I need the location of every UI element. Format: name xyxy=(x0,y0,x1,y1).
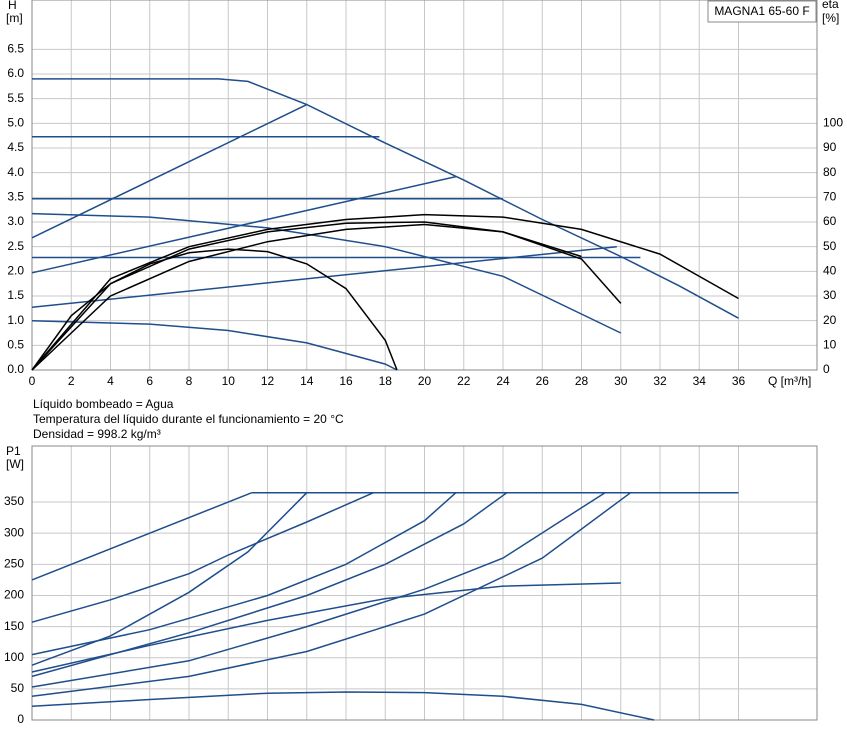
x-tick-label: 10 xyxy=(222,374,236,388)
y-axis-label: P1 xyxy=(6,444,21,458)
y2-tick-label: 60 xyxy=(823,214,837,228)
curve xyxy=(31,492,632,698)
y2-tick-label: 50 xyxy=(823,239,837,253)
x-tick-label: 18 xyxy=(379,374,393,388)
x-tick-label: 0 xyxy=(29,374,36,388)
y-axis-unit: [m] xyxy=(6,11,23,25)
y-tick-label: 3.5 xyxy=(7,190,24,204)
curve xyxy=(31,221,622,371)
curve xyxy=(32,78,739,319)
y-tick-label: 5.0 xyxy=(7,116,24,130)
x-tick-label: 14 xyxy=(300,374,314,388)
annotation: Líquido bombeado = Agua xyxy=(33,397,174,411)
y2-axis-unit: [%] xyxy=(822,11,839,25)
x-tick-label: 20 xyxy=(418,374,432,388)
y2-tick-label: 20 xyxy=(823,313,837,327)
x-tick-label: 28 xyxy=(575,374,589,388)
y-tick-label: 4.0 xyxy=(7,165,24,179)
x-tick-label: 32 xyxy=(653,374,667,388)
y-tick-label: 5.5 xyxy=(7,91,24,105)
y2-tick-label: 30 xyxy=(823,288,837,302)
legend-box xyxy=(707,0,817,23)
curve xyxy=(31,223,582,371)
annotation: Densidad = 998.2 kg/m³ xyxy=(33,427,161,441)
curve xyxy=(31,492,457,656)
x-tick-label: 2 xyxy=(68,374,75,388)
y-tick-label: 300 xyxy=(4,525,24,539)
y-tick-label: 1.0 xyxy=(7,313,24,327)
x-tick-label: 8 xyxy=(186,374,193,388)
y-tick-label: 1.5 xyxy=(7,288,24,302)
x-tick-label: 16 xyxy=(339,374,353,388)
curve xyxy=(31,213,739,371)
y-tick-label: 4.5 xyxy=(7,140,24,154)
y2-tick-label: 10 xyxy=(823,338,837,352)
y-tick-label: 6.5 xyxy=(7,42,24,56)
curve xyxy=(31,245,617,309)
y-tick-label: 250 xyxy=(4,556,24,570)
x-tick-label: 30 xyxy=(614,374,628,388)
x-tick-label: 34 xyxy=(693,374,707,388)
y-tick-label: 100 xyxy=(4,650,24,664)
curve xyxy=(31,492,508,678)
y-tick-label: 6.0 xyxy=(7,66,24,80)
y-tick-label: 350 xyxy=(4,494,24,508)
y2-axis-label: eta xyxy=(822,0,839,11)
x-tick-label: 26 xyxy=(536,374,550,388)
y2-tick-label: 90 xyxy=(823,140,837,154)
y2-tick-label: 80 xyxy=(823,165,837,179)
y-tick-label: 0.5 xyxy=(7,338,24,352)
curve xyxy=(31,319,398,371)
y-tick-label: 0.0 xyxy=(7,362,24,376)
x-tick-label: 6 xyxy=(146,374,153,388)
curve xyxy=(31,248,398,371)
y-tick-label: 150 xyxy=(4,619,24,633)
plot-frame xyxy=(31,0,818,371)
curve xyxy=(31,175,457,274)
x-tick-label: 24 xyxy=(496,374,510,388)
plot-frame xyxy=(31,445,818,721)
y-tick-label: 3.0 xyxy=(7,214,24,228)
y2-tick-label: 70 xyxy=(823,190,837,204)
y-tick-label: 0 xyxy=(17,712,24,726)
curve xyxy=(31,103,308,239)
x-tick-label: 4 xyxy=(107,374,114,388)
x-tick-label: 36 xyxy=(732,374,746,388)
y-axis-label: H xyxy=(8,0,17,12)
curve xyxy=(31,582,621,673)
curve xyxy=(31,492,606,688)
y2-tick-label: 100 xyxy=(823,116,843,130)
curve xyxy=(31,691,655,721)
x-tick-label: 22 xyxy=(457,374,471,388)
curve xyxy=(31,492,308,666)
x-axis-label: Q [m³/h] xyxy=(768,374,811,388)
y2-tick-label: 0 xyxy=(823,362,830,376)
annotation: Temperatura del líquido durante el funci… xyxy=(33,412,344,426)
y-tick-label: 2.0 xyxy=(7,264,24,278)
curve xyxy=(31,492,253,581)
y-tick-label: 200 xyxy=(4,588,24,602)
x-tick-label: 12 xyxy=(261,374,275,388)
curve xyxy=(31,212,622,334)
chart-title: MAGNA1 65-60 F xyxy=(714,4,809,18)
y-tick-label: 50 xyxy=(11,681,25,695)
y2-tick-label: 40 xyxy=(823,264,837,278)
curve xyxy=(31,492,374,623)
y-tick-label: 2.5 xyxy=(7,239,24,253)
y-axis-unit: [W] xyxy=(6,457,24,471)
